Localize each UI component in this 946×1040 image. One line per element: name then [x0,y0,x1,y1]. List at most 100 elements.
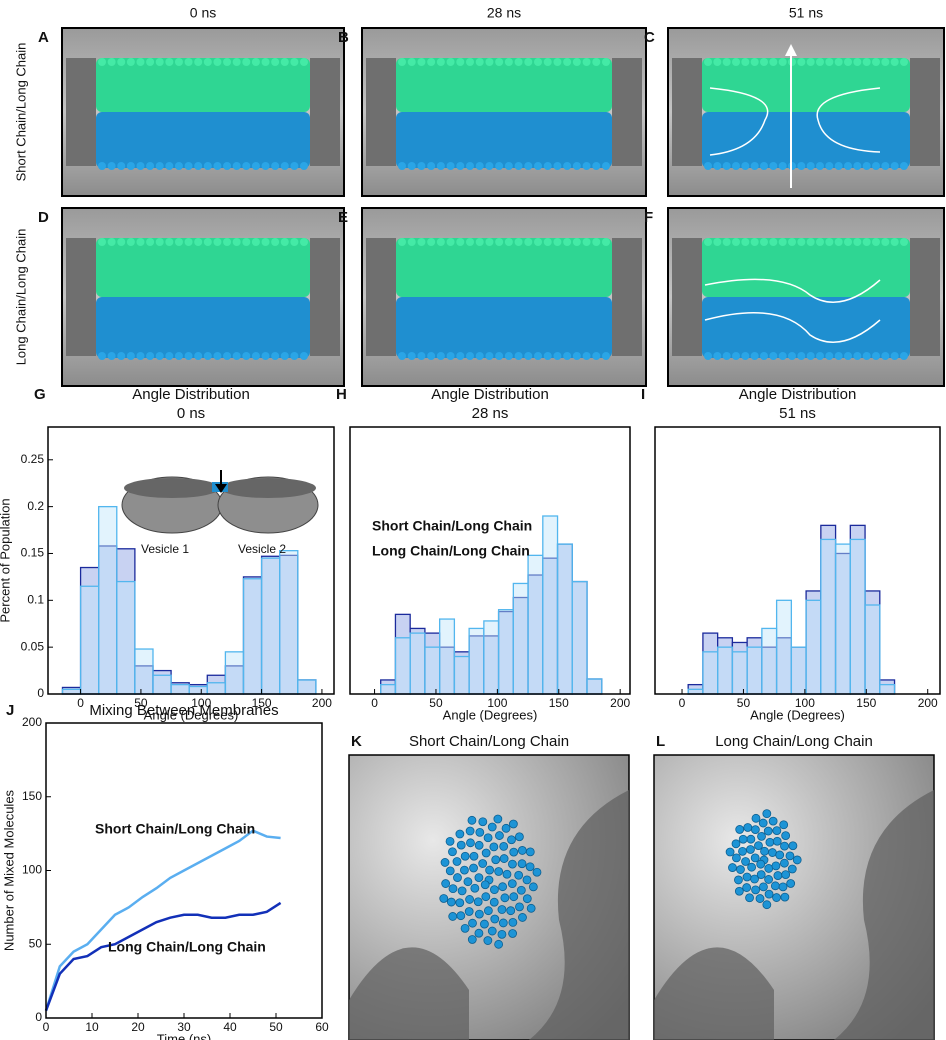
panel-letter: K [351,733,362,750]
histogram-bar [790,646,807,695]
headgroup [582,162,591,170]
headgroup [194,162,203,170]
lipid [743,823,753,832]
lipid [495,831,504,840]
histogram-bar [453,655,470,695]
headgroup [592,352,601,360]
lipid [448,884,458,894]
headgroup [769,58,778,66]
upper-leaflet [96,238,310,297]
headgroup [553,58,562,66]
headgroup [436,58,445,66]
histogram-bar [571,580,588,695]
lipid [525,862,535,872]
x-tick-label: 40 [223,1020,237,1034]
headgroup [825,352,834,360]
headgroup [872,58,880,66]
headgroup [261,238,270,246]
headgroup [126,238,135,246]
x-tick-label: 0 [77,696,84,710]
headgroup [900,238,908,246]
lipid [780,841,789,851]
lipid [475,827,485,837]
lipid [500,893,510,903]
headgroup [741,162,750,170]
histogram-bar [761,627,778,695]
lipid [738,846,747,856]
inset-label: Vesicle 1 [141,542,189,556]
headgroup [446,238,455,246]
lipid [441,879,451,888]
headgroup [300,162,308,170]
upper-leaflet [96,58,310,112]
lipid [732,853,741,863]
headgroup [881,162,890,170]
headgroup [446,58,455,66]
pore-left [366,238,396,356]
lipid [485,865,495,875]
y-tick-label: 0.05 [21,639,45,653]
headgroup [495,238,504,246]
headgroup [732,352,740,360]
upper-leaflet [396,58,612,112]
headgroup [136,352,145,360]
lipid [742,883,752,892]
x-tick-label: 100 [191,696,211,710]
lipid [755,894,765,903]
headgroup [844,238,852,246]
lower-leaflet [96,297,310,358]
lipid [507,835,516,845]
headgroup [834,58,843,66]
headgroup [572,238,581,246]
headgroup [572,58,581,66]
headgroup [872,162,880,170]
lipid [756,870,766,879]
headgroup [825,58,834,66]
headgroup [155,58,164,66]
histogram-bar [242,578,263,695]
lipid [456,840,466,850]
headgroup [232,238,241,246]
histogram-bar [394,637,411,695]
lipid [465,826,475,836]
y-tick-label: 200 [22,715,42,729]
lipid [779,820,789,830]
headgroup [825,162,834,170]
headgroup [280,238,289,246]
headgroup [797,162,806,170]
headgroup [890,238,899,246]
histogram-bar [717,646,734,695]
lipid [768,816,778,826]
headgroup [126,352,135,360]
upper-leaflet [396,238,612,297]
headgroup [788,238,796,246]
lipid [770,881,780,891]
panel-letter: D [38,209,49,226]
lipid [481,848,491,858]
headgroup [427,162,436,170]
pore-left [672,58,702,166]
headgroup [427,352,436,360]
headgroup [290,352,299,360]
headgroup [117,58,126,66]
lipid [445,866,455,876]
headgroup [117,162,126,170]
headgroup [232,162,241,170]
headgroup [713,162,722,170]
lipid [757,831,766,841]
lipid [751,885,760,895]
headgroup [242,58,251,66]
x-tick-label: 0 [371,696,378,710]
lipid [768,848,777,857]
headgroup [136,162,145,170]
headgroup [146,58,155,66]
headgroup [741,58,750,66]
x-tick-label: 50 [429,696,443,710]
histogram-bar [497,609,514,695]
y-tick-label: 0.2 [27,499,44,513]
headgroup [806,58,815,66]
headgroup [417,238,426,246]
headgroup [174,162,183,170]
headgroup [750,238,759,246]
headgroup [203,162,212,170]
